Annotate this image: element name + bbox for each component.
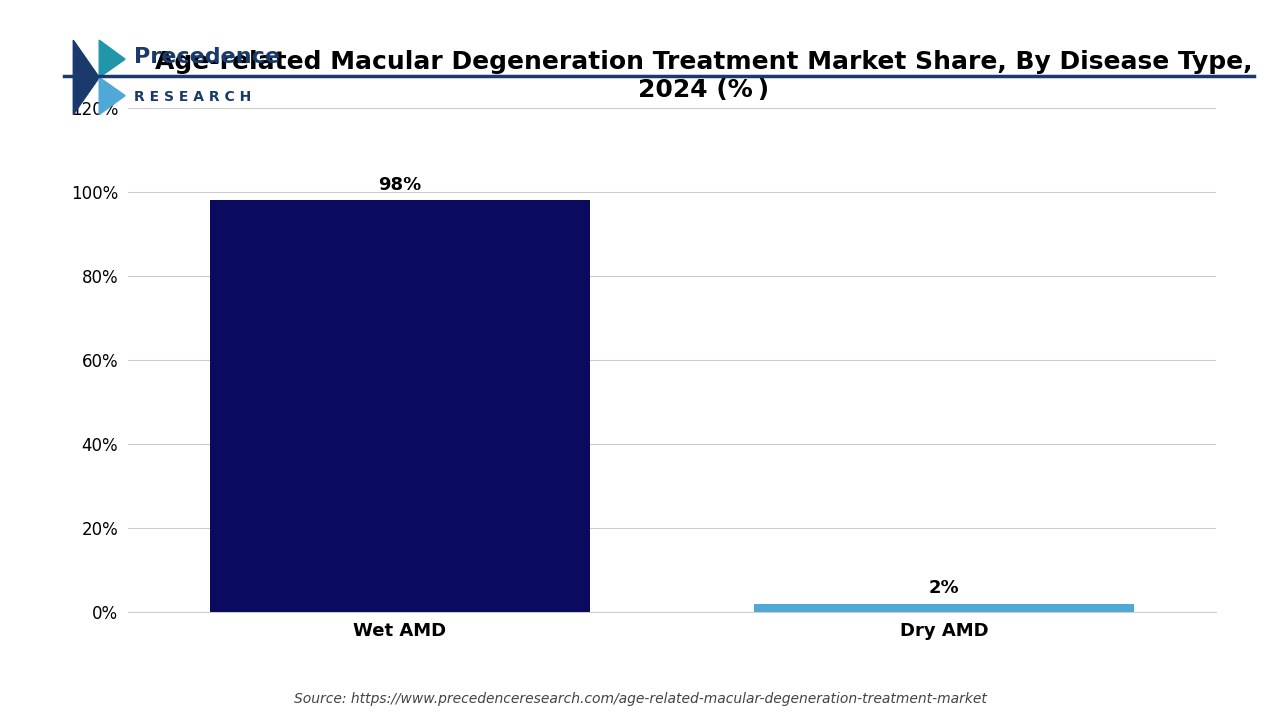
Bar: [754, 603, 1134, 612]
Bar: [210, 200, 590, 612]
Text: 98%: 98%: [379, 176, 421, 194]
Text: R E S E A R C H: R E S E A R C H: [134, 90, 252, 104]
Text: Precedence: Precedence: [134, 47, 280, 67]
Text: Age-related Macular Degeneration Treatment Market Share, By Disease Type,
2024 (: Age-related Macular Degeneration Treatme…: [155, 50, 1253, 102]
Polygon shape: [73, 40, 100, 114]
Text: 2%: 2%: [929, 580, 959, 598]
Text: Source: https://www.precedenceresearch.com/age-related-macular-degeneration-trea: Source: https://www.precedenceresearch.c…: [293, 692, 987, 706]
Polygon shape: [100, 40, 125, 78]
Polygon shape: [100, 78, 125, 114]
